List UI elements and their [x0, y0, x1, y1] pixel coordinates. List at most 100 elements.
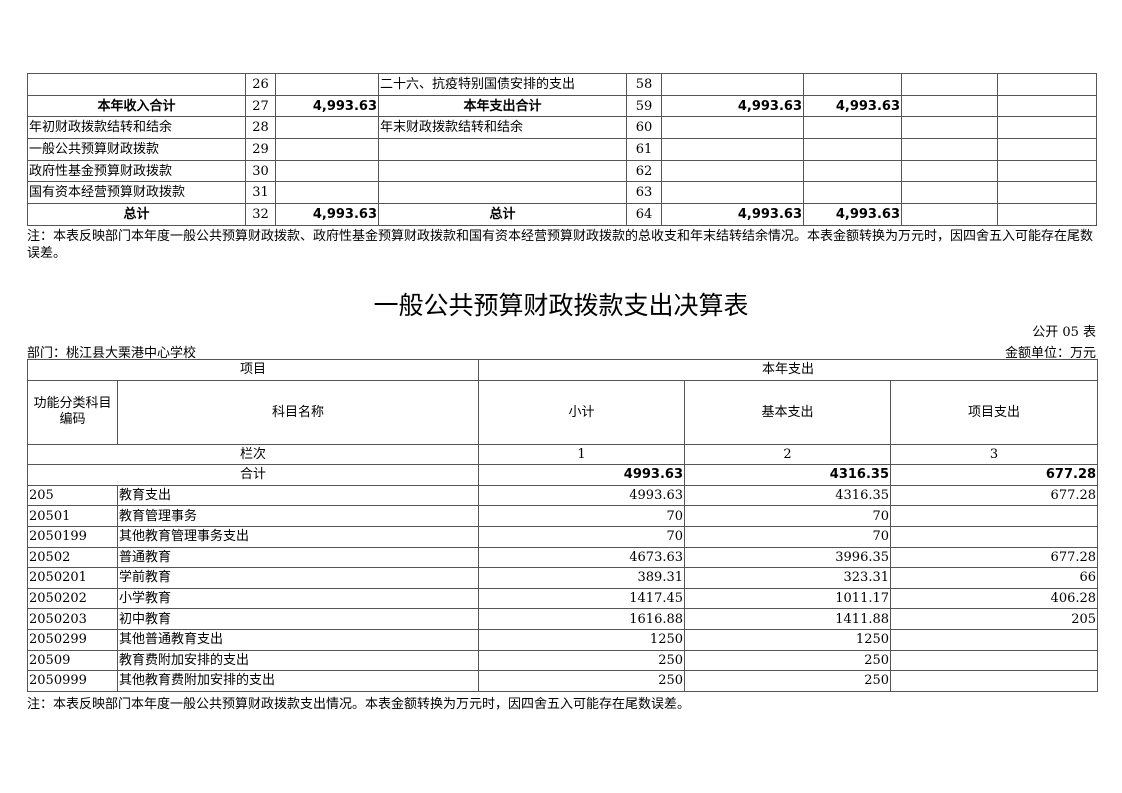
expense-note: 注：本表反映部门本年度一般公共预算财政拨款支出情况。本表金额转换为万元时，因四舍… [27, 697, 691, 712]
expense-amount-state-capital [997, 73, 1097, 96]
subtotal: 70 [478, 525, 686, 548]
income-amount: 4,993.63 [275, 94, 379, 118]
expense-row-number: 63 [626, 181, 662, 205]
basic-expense: 3996.35 [684, 546, 892, 569]
expense-amount-general [803, 181, 902, 205]
expense-amount-state-capital [997, 181, 1097, 205]
expense-label [378, 181, 627, 205]
income-amount [275, 73, 379, 96]
income-row-number: 26 [245, 73, 276, 96]
table-row: 20509 教育费附加安排的支出 250 250 [27, 649, 1099, 672]
project-expense: 677.28 [890, 484, 1099, 507]
basic-expense: 250 [684, 670, 892, 692]
column-3: 3 [890, 443, 1099, 466]
subject-name: 小学教育 [116, 587, 480, 610]
expense-amount-total [661, 73, 804, 96]
basic-expense: 70 [684, 525, 892, 548]
header-project: 项目支出 [890, 379, 1099, 445]
expense-label: 总计 [378, 203, 627, 226]
subject-code: 20509 [27, 649, 118, 672]
income-amount [275, 116, 379, 140]
table-row: 2050202 小学教育 1417.45 1011.17 406.28 [27, 587, 1099, 610]
expense-amount-total [661, 181, 804, 205]
subject-code: 20502 [27, 546, 118, 569]
subject-code: 2050203 [27, 608, 118, 630]
basic-expense: 1411.88 [684, 608, 892, 630]
expense-label [378, 159, 627, 183]
subject-code: 2050299 [27, 628, 118, 651]
column-2: 2 [684, 443, 892, 466]
form-number: 公开 05 表 [1032, 325, 1096, 340]
subject-code: 2050999 [27, 670, 118, 692]
header-row: 项目 本年支出 [26, 359, 1099, 381]
basic-expense: 250 [684, 649, 892, 672]
table-row: 本年收入合计 27 4,993.63 本年支出合计 59 4,993.63 4,993.63 [27, 94, 1097, 118]
expense-row-number: 58 [626, 73, 662, 96]
total-basic: 4316.35 [684, 464, 892, 486]
subtotal: 4993.63 [478, 484, 686, 507]
expense-amount-total [661, 159, 804, 183]
expense-amount-fund [901, 181, 998, 205]
expense-row-number: 61 [626, 138, 662, 161]
table-row: 20502 普通教育 4673.63 3996.35 677.28 [27, 546, 1099, 569]
income-label: 国有资本经营预算财政拨款 [27, 181, 246, 205]
expense-amount-general: 4,993.63 [803, 94, 902, 118]
subtotal: 1250 [478, 628, 686, 651]
subtotal: 250 [478, 649, 686, 672]
project-expense [890, 649, 1099, 672]
project-expense [890, 628, 1099, 651]
total-row: 合计 4993.63 4316.35 677.28 [26, 464, 1099, 486]
basic-expense: 323.31 [684, 567, 892, 589]
table-row: 26 二十六、抗疫特别国债安排的支出 58 [27, 73, 1097, 96]
basic-expense: 1011.17 [684, 587, 892, 610]
subtotal: 70 [478, 505, 686, 527]
table-row: 2050203 初中教育 1616.88 1411.88 205 [27, 608, 1099, 630]
header-basic: 基本支出 [684, 379, 892, 445]
income-row-number: 32 [245, 203, 276, 226]
income-row-number: 29 [245, 138, 276, 161]
income-amount [275, 138, 379, 161]
header-current-expense: 本年支出 [478, 359, 1099, 381]
table-row: 总计 32 4,993.63 总计 64 4,993.63 4,993.63 [27, 203, 1097, 226]
expense-amount-fund [901, 203, 998, 226]
expense-table: 项目 本年支出 功能分类科目编码 科目名称 小计 基本支出 项目支出 栏次 1 … [26, 359, 1099, 692]
income-amount [275, 159, 379, 183]
income-label: 本年收入合计 [27, 94, 246, 118]
income-row-number: 27 [245, 94, 276, 118]
subject-name: 其他教育费附加安排的支出 [116, 670, 480, 692]
amount-unit: 金额单位：万元 [1004, 346, 1096, 361]
table-row: 一般公共预算财政拨款 29 61 [27, 138, 1097, 161]
expense-amount-general [803, 116, 902, 140]
table-row: 2050999 其他教育费附加安排的支出 250 250 [27, 670, 1099, 692]
income-label: 政府性基金预算财政拨款 [27, 159, 246, 183]
subject-name: 教育管理事务 [116, 505, 480, 527]
income-label: 一般公共预算财政拨款 [27, 138, 246, 161]
subject-code: 2050202 [27, 587, 118, 610]
subject-name: 教育支出 [116, 484, 480, 507]
expense-amount-fund [901, 138, 998, 161]
subject-code: 205 [27, 484, 118, 507]
expense-row-number: 59 [626, 94, 662, 118]
expense-label: 年末财政拨款结转和结余 [378, 116, 627, 140]
header-name: 科目名称 [116, 379, 480, 445]
income-row-number: 28 [245, 116, 276, 140]
total-label: 合计 [26, 464, 480, 486]
expense-amount-general [803, 159, 902, 183]
page-title: 一般公共预算财政拨款支出决算表 [373, 291, 749, 320]
expense-amount-total [661, 116, 804, 140]
table-row: 2050201 学前教育 389.31 323.31 66 [27, 567, 1099, 589]
subject-name: 教育费附加安排的支出 [116, 649, 480, 672]
project-expense: 66 [890, 567, 1099, 589]
subtotal: 389.31 [478, 567, 686, 589]
expense-amount-total [661, 138, 804, 161]
subject-name: 初中教育 [116, 608, 480, 630]
basic-expense: 4316.35 [684, 484, 892, 507]
project-expense [890, 525, 1099, 548]
expense-amount-general [803, 73, 902, 96]
table-row: 年初财政拨款结转和结余 28 年末财政拨款结转和结余 60 [27, 116, 1097, 140]
income-amount: 4,993.63 [275, 203, 379, 226]
table-row: 2050199 其他教育管理事务支出 70 70 [27, 525, 1099, 548]
header-row: 功能分类科目编码 科目名称 小计 基本支出 项目支出 [27, 379, 1099, 445]
header-code: 功能分类科目编码 [27, 379, 118, 445]
basic-expense: 70 [684, 505, 892, 527]
